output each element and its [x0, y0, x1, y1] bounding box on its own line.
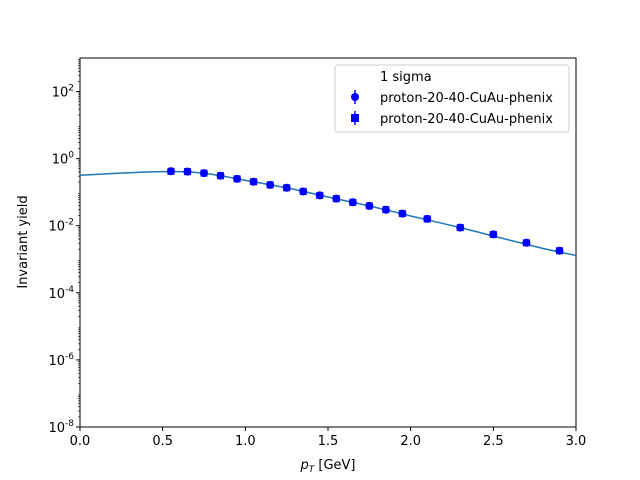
- legend-box: [334, 64, 570, 133]
- data-point-square: [365, 202, 373, 210]
- legend-entry-circle: proton-20-40-CuAu-phenix: [351, 90, 553, 106]
- fit-line: [79, 170, 577, 257]
- y-tick-label: 10-8: [48, 419, 74, 436]
- data-point-square: [382, 206, 390, 214]
- data-point-square: [349, 198, 357, 206]
- data-point-square: [200, 169, 208, 177]
- legend-entry-square: proton-20-40-CuAu-phenix: [351, 111, 553, 127]
- x-tick-label: 2.0: [400, 434, 421, 449]
- y-tick-label: 10-4: [48, 285, 74, 302]
- x-tick-label: 3.0: [566, 434, 587, 449]
- y-axis-label: Invariant yield: [16, 195, 31, 288]
- data-point-square: [456, 224, 464, 232]
- data-point-square: [250, 178, 258, 186]
- legend-circle-marker: [351, 93, 359, 101]
- legend-title: 1 sigma: [380, 70, 432, 85]
- data-point-square: [316, 191, 324, 199]
- data-point-square: [398, 210, 406, 218]
- legend: 1 sigma proton-20-40-CuAu-phenix proton-…: [334, 64, 570, 133]
- x-tick-label: 0.0: [70, 434, 91, 449]
- data-point-square: [183, 168, 191, 176]
- legend-label: proton-20-40-CuAu-phenix: [380, 112, 553, 127]
- data-point-square: [233, 175, 241, 183]
- data-point-square: [332, 195, 340, 203]
- data-point-square: [299, 187, 307, 195]
- y-tick-label: 10-2: [48, 218, 74, 235]
- data-points: [166, 167, 564, 255]
- x-tick-label: 1.0: [235, 434, 256, 449]
- y-tick-label: 102: [52, 84, 74, 101]
- legend-square-marker: [351, 114, 359, 122]
- y-axis-ticks: 10-8 10-6 10-4 10-2 100 102: [48, 59, 80, 436]
- y-tick-label: 10-6: [48, 352, 74, 369]
- data-point-square: [266, 181, 274, 189]
- x-axis-label: pT [GeV]: [299, 458, 355, 475]
- data-point-square: [522, 239, 530, 247]
- legend-label: proton-20-40-CuAu-phenix: [380, 91, 553, 106]
- data-point-square: [283, 184, 291, 192]
- data-point-square: [217, 172, 225, 180]
- x-tick-label: 2.5: [483, 434, 504, 449]
- x-tick-label: 0.5: [152, 434, 173, 449]
- x-axis-ticks: 0.0 0.5 1.0 1.5 2.0 2.5 3.0: [70, 427, 587, 449]
- fit-curve: [79, 170, 577, 257]
- data-point-square: [167, 167, 175, 175]
- data-point-square: [555, 247, 563, 255]
- x-tick-label: 1.5: [318, 434, 339, 449]
- data-point-square: [423, 215, 431, 223]
- y-tick-label: 100: [52, 151, 75, 168]
- data-point-square: [489, 230, 497, 238]
